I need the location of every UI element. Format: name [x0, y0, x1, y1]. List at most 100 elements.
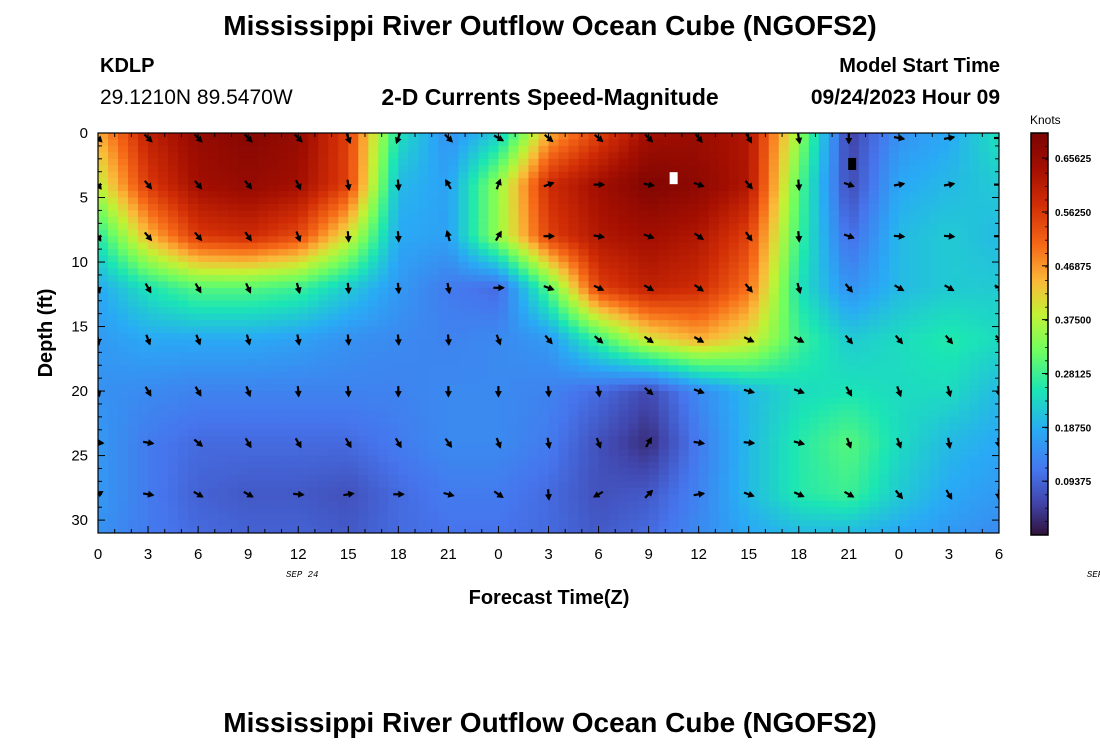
- heatmap-cell: [838, 397, 850, 405]
- heatmap-cell: [258, 145, 269, 153]
- heatmap-cell: [798, 429, 810, 437]
- heatmap-cell: [938, 358, 950, 366]
- heatmap-cell: [408, 203, 419, 212]
- heatmap-cell: [928, 249, 940, 257]
- heatmap-cell: [528, 165, 540, 173]
- heatmap-cell: [898, 223, 910, 231]
- heatmap-cell: [848, 339, 860, 347]
- heatmap-cell: [498, 158, 510, 166]
- heatmap-cell: [798, 384, 810, 392]
- heatmap-cell: [808, 410, 820, 418]
- heatmap-cell: [678, 274, 690, 282]
- heatmap-cell: [778, 352, 790, 360]
- heatmap-cell: [798, 352, 810, 360]
- heatmap-cell: [418, 416, 429, 424]
- heatmap-cell: [548, 481, 560, 489]
- heatmap-cell: [588, 152, 600, 160]
- heatmap-cell: [758, 236, 770, 244]
- heatmap-cell: [528, 384, 540, 392]
- heatmap-cell: [608, 139, 620, 147]
- heatmap-cell: [198, 358, 209, 366]
- heatmap-cell: [798, 378, 810, 386]
- heatmap-cell: [648, 300, 660, 308]
- heatmap-cell: [858, 455, 870, 463]
- heatmap-cell: [938, 139, 950, 147]
- heatmap-cell: [848, 442, 860, 450]
- heatmap-cell: [848, 410, 860, 418]
- heatmap-cell: [898, 429, 910, 437]
- heatmap-cell: [598, 326, 610, 334]
- heatmap-cell: [468, 274, 480, 282]
- heatmap-cell: [148, 287, 159, 295]
- heatmap-cell: [488, 391, 500, 399]
- heatmap-cell: [648, 133, 660, 141]
- heatmap-cell: [378, 436, 389, 444]
- heatmap-cell: [428, 145, 439, 153]
- heatmap-cell: [868, 339, 880, 347]
- heatmap-cell: [948, 371, 960, 379]
- heatmap-cell: [428, 371, 439, 379]
- heatmap-cell: [178, 158, 189, 166]
- heatmap-cell: [808, 358, 820, 366]
- heatmap-cell: [288, 152, 299, 160]
- heatmap-cell: [568, 158, 580, 166]
- heatmap-cell: [808, 442, 820, 450]
- heatmap-cell: [328, 139, 339, 147]
- heatmap-cell: [818, 339, 830, 347]
- heatmap-cell: [238, 436, 249, 444]
- heatmap-cell: [728, 410, 740, 418]
- heatmap-cell: [778, 242, 790, 250]
- heatmap-cell: [188, 210, 199, 218]
- heatmap-cell: [208, 216, 219, 224]
- heatmap-cell: [438, 333, 449, 341]
- heatmap-cell: [218, 339, 229, 347]
- heatmap-cell: [238, 423, 249, 431]
- heatmap-cell: [278, 262, 289, 270]
- heatmap-cell: [208, 481, 219, 489]
- heatmap-cell: [628, 384, 640, 392]
- heatmap-cell: [448, 158, 459, 166]
- heatmap-cell: [418, 274, 429, 282]
- heatmap-cell: [468, 249, 480, 257]
- heatmap-cell: [348, 165, 359, 173]
- heatmap-cell: [308, 191, 319, 199]
- heatmap-cell: [918, 410, 930, 418]
- heatmap-cell: [988, 468, 999, 476]
- heatmap-cell: [918, 165, 930, 173]
- heatmap-cell: [218, 455, 229, 463]
- heatmap-cell: [318, 255, 329, 263]
- heatmap-cell: [98, 158, 109, 166]
- heatmap-cell: [848, 365, 860, 373]
- heatmap-cell: [818, 429, 830, 437]
- heatmap-cell: [208, 474, 219, 482]
- heatmap-cell: [528, 436, 540, 444]
- heatmap-cell: [228, 145, 239, 153]
- heatmap-cell: [98, 358, 109, 366]
- heatmap-cell: [898, 158, 910, 166]
- heatmap-cell: [978, 468, 990, 476]
- heatmap-cell: [408, 403, 419, 412]
- heatmap-cell: [98, 294, 109, 302]
- heatmap-cell: [108, 429, 119, 437]
- heatmap-cell: [598, 416, 610, 424]
- heatmap-cell: [968, 462, 980, 470]
- heatmap-cell: [678, 145, 690, 153]
- heatmap-cell: [558, 410, 570, 418]
- heatmap-cell: [838, 249, 850, 257]
- heatmap-cell: [788, 274, 800, 282]
- heatmap-cell: [268, 442, 279, 450]
- heatmap-cell: [198, 171, 209, 179]
- heatmap-cell: [928, 255, 940, 263]
- heatmap-cell: [718, 455, 730, 463]
- heatmap-cell: [688, 203, 700, 212]
- heatmap-cell: [658, 365, 670, 373]
- heatmap-cell: [968, 468, 980, 476]
- heatmap-cell: [588, 287, 600, 295]
- heatmap-cell: [818, 255, 830, 263]
- heatmap-cell: [398, 423, 409, 431]
- heatmap-cell: [198, 436, 209, 444]
- heatmap-cell: [748, 133, 760, 141]
- heatmap-cell: [428, 468, 439, 476]
- heatmap-cell: [548, 262, 560, 270]
- heatmap-cell: [218, 152, 229, 160]
